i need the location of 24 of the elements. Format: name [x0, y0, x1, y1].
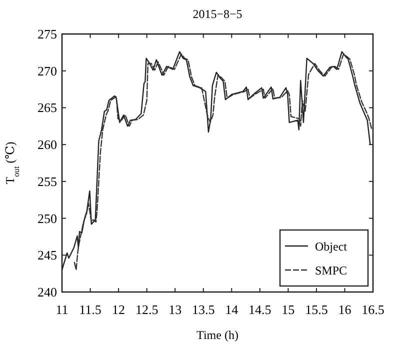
x-axis-title: Time (h) — [196, 328, 238, 342]
x-tick-label: 12.5 — [135, 302, 158, 317]
y-tick-label: 265 — [38, 100, 57, 116]
y-tick-label: 275 — [38, 26, 57, 42]
chart-title: 2015−8−5 — [192, 7, 242, 21]
legend-label: Object — [315, 240, 348, 254]
x-tick-label: 14.5 — [248, 302, 272, 317]
x-tick-label: 13.5 — [192, 302, 215, 317]
x-tick-label: 15 — [282, 302, 295, 317]
y-tick-label: 255 — [38, 174, 57, 189]
x-tick-label: 13 — [168, 302, 182, 317]
y-tick-label: 270 — [38, 63, 57, 78]
x-tick-label: 15.5 — [305, 302, 328, 317]
x-tick-label: 11 — [56, 302, 68, 317]
x-tick-label: 12 — [112, 302, 126, 317]
y-tick-label: 245 — [38, 248, 57, 263]
x-tick-label: 16.5 — [362, 302, 384, 317]
x-tick-label: 14 — [225, 302, 239, 317]
y-tick-label: 240 — [38, 284, 57, 300]
x-tick-label: 11.5 — [79, 302, 102, 317]
y-tick-label: 260 — [38, 137, 57, 152]
y-tick-label: 250 — [38, 210, 57, 226]
x-tick-label: 16 — [338, 302, 352, 317]
legend-label: SMPC — [315, 264, 348, 278]
